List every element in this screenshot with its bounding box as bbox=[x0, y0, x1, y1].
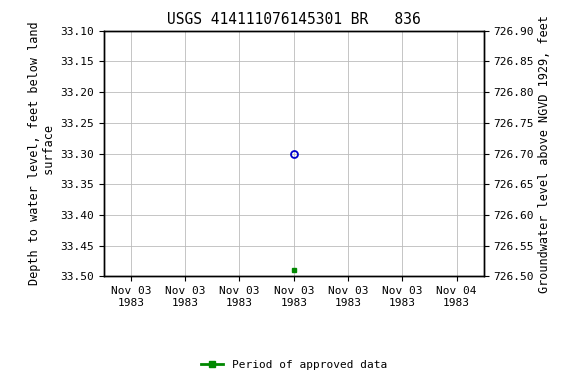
Y-axis label: Groundwater level above NGVD 1929, feet: Groundwater level above NGVD 1929, feet bbox=[538, 15, 551, 293]
Title: USGS 414111076145301 BR   836: USGS 414111076145301 BR 836 bbox=[167, 12, 420, 27]
Y-axis label: Depth to water level, feet below land
 surface: Depth to water level, feet below land su… bbox=[28, 22, 56, 285]
Legend: Period of approved data: Period of approved data bbox=[196, 355, 391, 374]
